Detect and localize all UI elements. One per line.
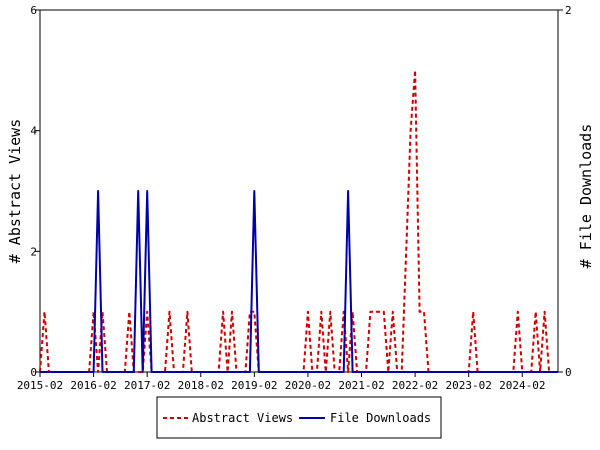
plot-area xyxy=(39,9,559,373)
x-tick-label: 2024-02 xyxy=(499,379,545,392)
left-y-tick-label: 4 xyxy=(30,125,37,138)
x-tick-label: 2018-02 xyxy=(178,379,224,392)
legend-abstract-views-label: Abstract Views xyxy=(192,411,293,425)
x-tick-label: 2021-02 xyxy=(338,379,384,392)
legend-file-downloads-label: File Downloads xyxy=(330,411,431,425)
plot-frame xyxy=(39,9,559,373)
left-y-tick-label: 2 xyxy=(30,245,37,258)
right-y-tick-label: 0 xyxy=(565,366,572,379)
x-tick-label: 2023-02 xyxy=(446,379,492,392)
legend: Abstract Views File Downloads xyxy=(156,396,442,439)
left-axis-title: # Abstract Views xyxy=(6,119,24,264)
x-tick-label: 2022-02 xyxy=(392,379,438,392)
right-y-axis: 02 xyxy=(558,4,572,379)
series-lines xyxy=(39,69,558,373)
x-axis: 2015-02 2016-02 2017-02 2018-02 2019-02 2020-… xyxy=(17,372,545,392)
x-tick-label: 2020-02 xyxy=(285,379,331,392)
x-tick-label: 2017-02 xyxy=(124,379,170,392)
left-y-axis: 0 2 4 6 xyxy=(30,4,40,379)
right-y-tick-label: 2 xyxy=(565,4,572,17)
x-tick-label: 2019-02 xyxy=(231,379,277,392)
left-y-tick-label: 6 xyxy=(30,4,37,17)
series-line-file-downloads xyxy=(40,190,558,373)
left-y-tick-label: 0 xyxy=(30,366,37,379)
x-tick-label: 2015-02 xyxy=(17,379,63,392)
right-axis-title: # File Downloads xyxy=(577,124,595,269)
x-tick-label: 2016-02 xyxy=(70,379,116,392)
